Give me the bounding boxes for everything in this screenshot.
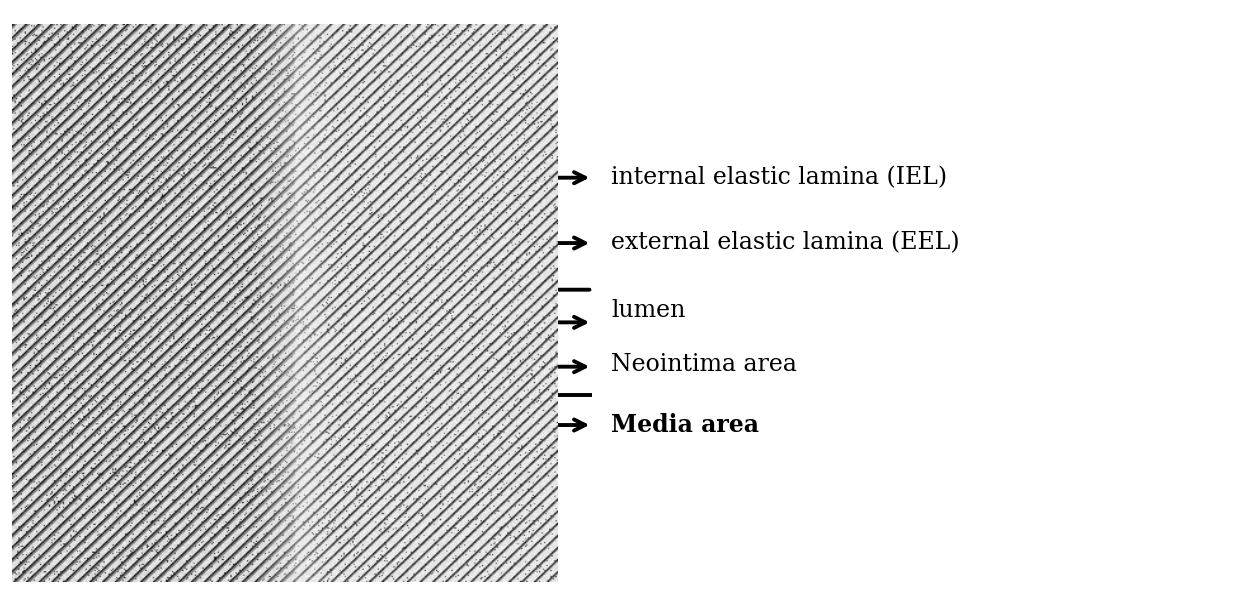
Text: internal elastic lamina (IEL): internal elastic lamina (IEL) bbox=[611, 166, 947, 189]
Text: FIG. 1: FIG. 1 bbox=[490, 87, 551, 105]
Text: external elastic lamina (EEL): external elastic lamina (EEL) bbox=[611, 231, 960, 255]
Text: Neointima area: Neointima area bbox=[611, 353, 797, 376]
Text: Media area: Media area bbox=[611, 413, 759, 437]
Text: lumen: lumen bbox=[611, 299, 686, 322]
